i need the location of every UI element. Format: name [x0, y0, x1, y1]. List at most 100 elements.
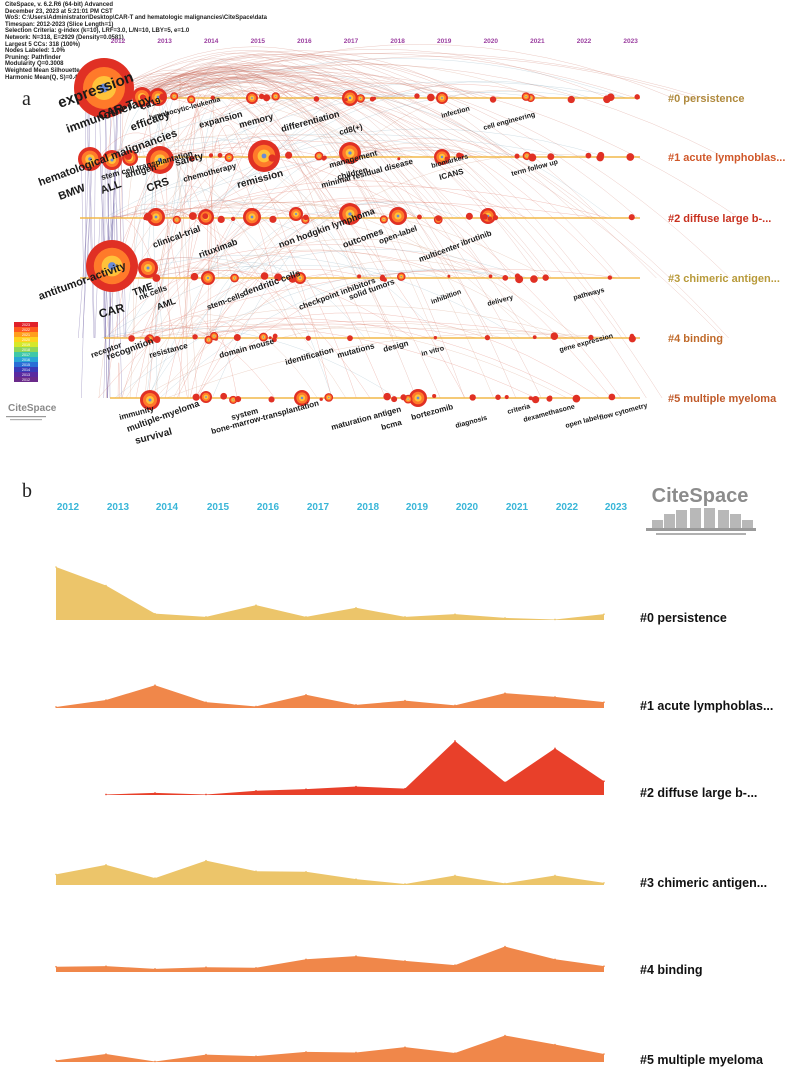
node-label: open-label — [378, 224, 419, 246]
citation-link — [189, 321, 239, 399]
citation-link — [156, 67, 454, 219]
citation-link — [170, 134, 328, 219]
reference-node — [192, 393, 200, 401]
node-label: open label — [565, 414, 600, 430]
citation-link — [154, 185, 609, 219]
reference-node — [234, 396, 242, 403]
cluster-area-point — [154, 1060, 156, 1063]
year-legend-swatch — [14, 367, 38, 372]
cluster-area-point — [355, 704, 357, 706]
reference-node — [435, 215, 442, 222]
reference-node-ring — [99, 83, 109, 93]
year-legend-swatch — [14, 332, 38, 337]
citation-link — [151, 323, 568, 399]
reference-node — [492, 214, 499, 221]
citation-link — [122, 95, 441, 339]
citation-link — [140, 66, 436, 219]
cluster-area-point — [305, 693, 307, 696]
reference-node — [547, 153, 555, 161]
reference-node — [531, 396, 540, 404]
reference-node-ring — [359, 97, 362, 100]
cluster-area-point — [355, 1051, 357, 1054]
reference-node — [260, 272, 269, 280]
cluster-area-point — [504, 1034, 506, 1037]
citation-link — [140, 323, 503, 399]
citation-link — [146, 92, 235, 399]
reference-node-ring — [396, 214, 400, 218]
node-label: identification — [284, 345, 335, 367]
reference-node — [383, 392, 391, 401]
cluster-area-point — [205, 859, 207, 862]
citation-link — [119, 208, 298, 339]
year-legend-label: 2023 — [22, 323, 30, 327]
cluster-area-point — [154, 612, 156, 615]
cluster-area-point — [554, 1043, 556, 1046]
year-legend-swatch — [14, 337, 38, 342]
metadata-line: Timespan: 2012-2023 (Slice Length=1) — [5, 21, 114, 28]
citation-link — [178, 205, 209, 399]
citation-link — [182, 249, 550, 339]
cluster-area-shape — [106, 740, 604, 795]
cluster-area-point — [105, 965, 107, 967]
reference-node — [489, 96, 497, 103]
citation-link — [103, 248, 528, 339]
citation-link — [155, 259, 492, 399]
citation-link — [125, 211, 403, 399]
citation-link — [176, 78, 465, 399]
reference-node — [514, 153, 520, 159]
reference-node — [356, 214, 361, 219]
citation-link — [118, 68, 438, 158]
reference-node — [465, 212, 473, 220]
node-label: ICANS — [438, 167, 465, 182]
node-label: diagnosis — [455, 415, 488, 430]
reference-node — [313, 96, 320, 102]
citation-link — [212, 93, 386, 158]
cluster-area-point — [603, 882, 605, 884]
reference-node — [400, 394, 407, 401]
citation-link — [98, 269, 368, 399]
reference-node — [532, 335, 537, 340]
reference-node — [210, 95, 215, 100]
citation-link — [172, 152, 193, 219]
citation-link — [112, 76, 729, 339]
citation-link — [107, 325, 536, 399]
cluster-area-1 — [55, 684, 605, 708]
metadata-line: Nodes Labeled: 1.0% — [5, 48, 66, 55]
reference-node — [305, 335, 311, 341]
citation-link — [185, 95, 202, 339]
citation-link — [141, 52, 329, 99]
citation-link — [148, 211, 442, 339]
reference-node-ring — [176, 219, 178, 221]
cluster-area-point — [255, 966, 257, 969]
citation-link — [137, 71, 490, 219]
citation-link — [128, 91, 418, 279]
reference-node — [547, 395, 553, 400]
citation-link — [176, 81, 647, 399]
cluster-area-3 — [55, 859, 605, 885]
year-label: 2022 — [556, 502, 579, 513]
citation-link — [214, 312, 601, 399]
reference-node-ring — [146, 266, 150, 270]
reference-node-ring — [299, 277, 301, 279]
cluster-label: #2 diffuse large b-... — [668, 213, 771, 225]
reference-node — [159, 93, 167, 101]
year-label: 2017 — [307, 502, 330, 513]
cluster-area-point — [305, 1051, 307, 1053]
reference-node-ring — [232, 399, 234, 401]
reference-node — [230, 216, 236, 221]
year-legend-swatch — [14, 377, 38, 382]
citation-link — [154, 55, 511, 158]
reference-node — [628, 335, 636, 343]
reference-node-ring — [251, 97, 253, 99]
citation-link — [109, 50, 391, 99]
cluster-area-shape — [56, 567, 604, 620]
reference-node-ring — [173, 95, 175, 97]
reference-node — [603, 95, 611, 104]
year-legend-label: 2018 — [22, 348, 30, 352]
citation-link — [128, 70, 552, 279]
citation-link — [117, 362, 120, 399]
node-label: dexamethasone — [523, 403, 576, 423]
citation-link — [104, 53, 471, 99]
year-legend-label: 2015 — [22, 363, 30, 367]
reference-node-ring — [206, 276, 210, 280]
